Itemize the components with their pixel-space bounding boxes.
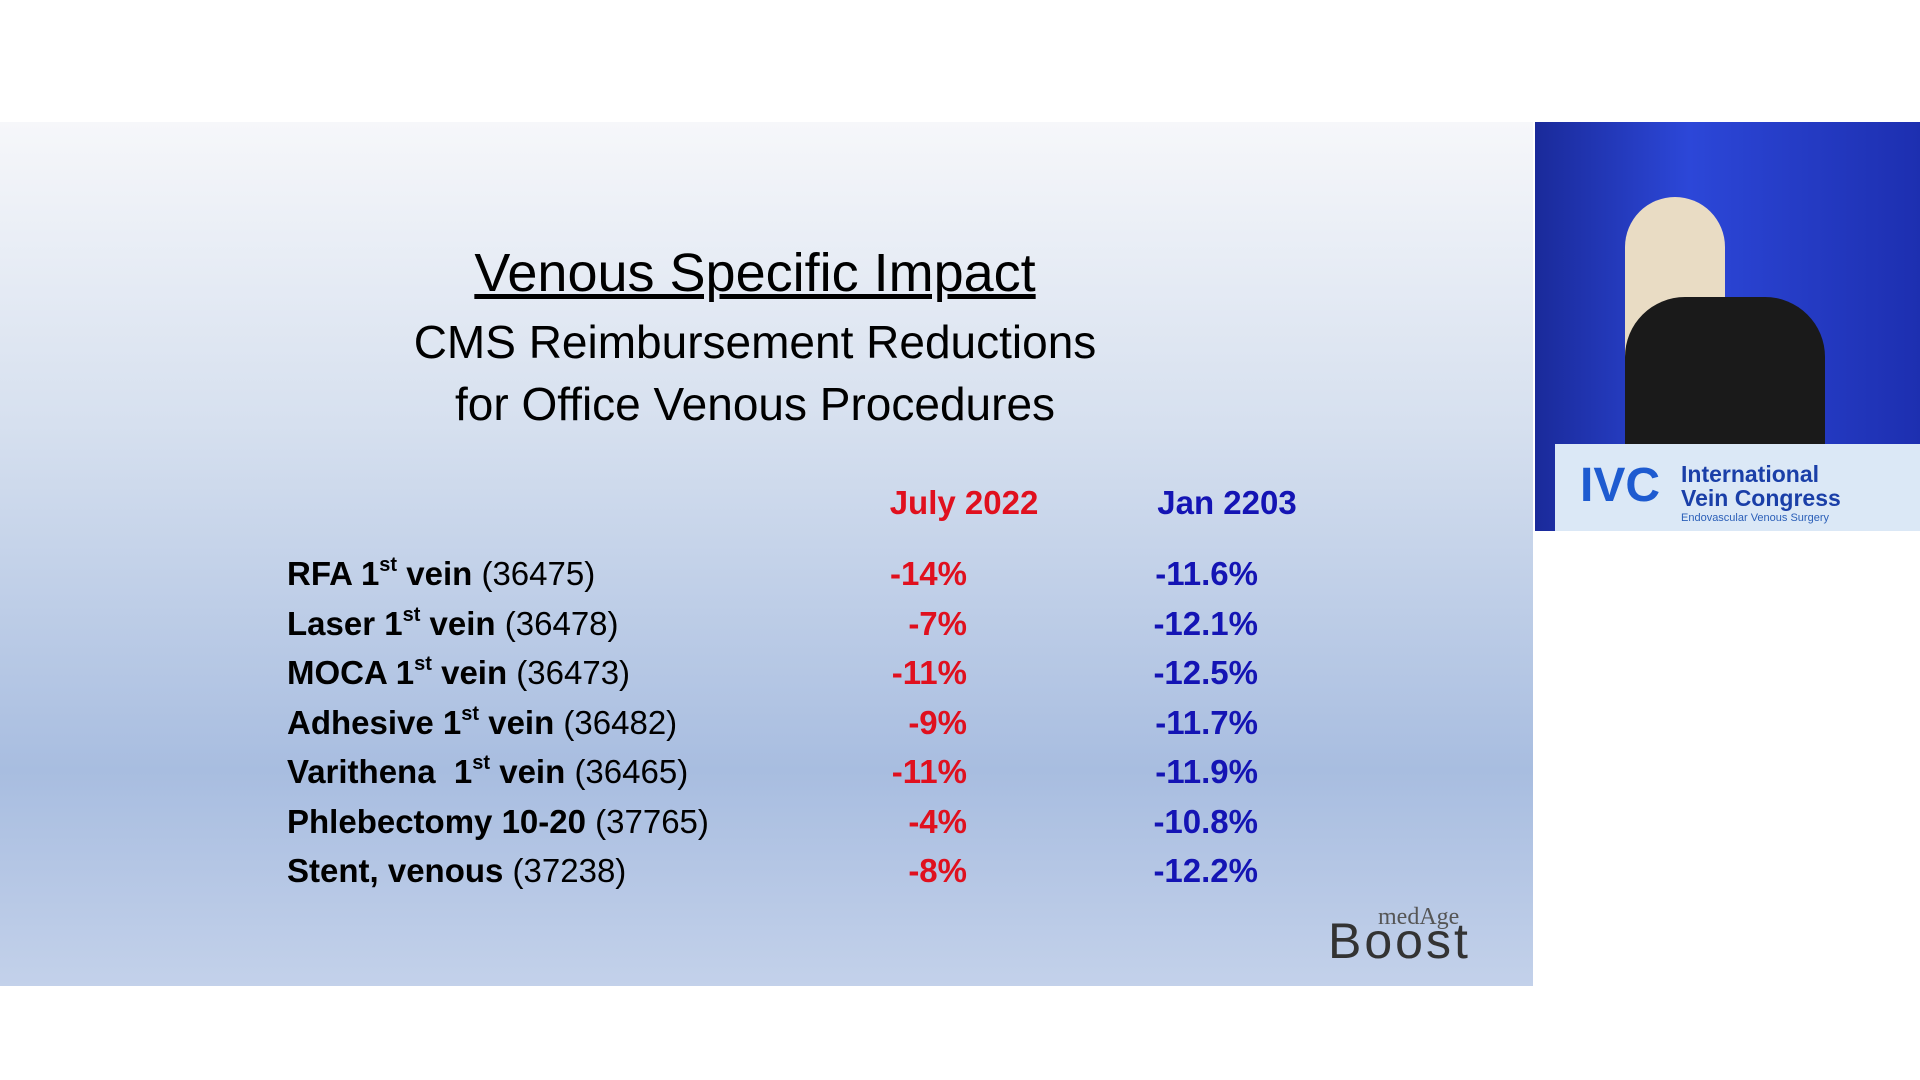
row-value: -11% xyxy=(891,753,967,790)
row-gap xyxy=(496,605,505,642)
row-label: Laser 1st vein (36478) xyxy=(287,605,619,643)
row-name: Adhesive 1 xyxy=(287,703,462,741)
slide: Venous Specific Impact CMS Reimbursement… xyxy=(0,122,1533,986)
row-code: (36475) xyxy=(481,555,596,592)
row-gap xyxy=(503,852,512,889)
logo-big: Boost xyxy=(1328,913,1471,969)
row-value: -9% xyxy=(908,703,967,741)
slide-title: Venous Specific Impact xyxy=(474,243,1036,303)
logo-small: medAge xyxy=(1378,904,1460,930)
podium-tagline: Endovascular Venous Surgery xyxy=(1681,512,1829,524)
row-value: -11.7% xyxy=(1155,703,1258,741)
speaker-video: IVC International Vein Congress Endovasc… xyxy=(1535,122,1920,531)
podium xyxy=(1555,444,1920,531)
row-sup: st xyxy=(402,603,421,626)
ivc-logo: IVC xyxy=(1580,459,1661,512)
row-name: vein xyxy=(490,753,566,790)
row-sup: st xyxy=(414,653,432,675)
row-code: (36465) xyxy=(574,753,689,790)
row-label: Varithena 1st vein (36465) xyxy=(287,753,688,791)
row-gap xyxy=(507,654,516,691)
row-value: -11.6% xyxy=(1155,555,1258,592)
row-name: vein xyxy=(420,604,496,642)
row-value: -4% xyxy=(908,802,967,840)
row-label: MOCA 1st vein (36473) xyxy=(287,654,630,692)
subtitle: CMS Reimbursement Reductions xyxy=(413,316,1097,368)
row-name: Phlebectomy 10-20 xyxy=(287,802,586,840)
row-name: MOCA 1 xyxy=(287,654,415,691)
row-value: -12.1% xyxy=(1153,604,1258,642)
row-value: -12.2% xyxy=(1153,852,1258,889)
column-header: July 2022 xyxy=(889,484,1039,521)
row-sup: st xyxy=(472,752,491,774)
row-sup: st xyxy=(379,554,398,576)
podium-text: Vein Congress xyxy=(1681,485,1841,511)
row-name: vein xyxy=(479,703,555,741)
row-value: -10.8% xyxy=(1153,802,1258,840)
row-name: RFA 1 xyxy=(287,555,380,592)
row-value: -8% xyxy=(908,852,967,889)
row-name: Laser 1 xyxy=(287,604,403,642)
column-header: Jan 2203 xyxy=(1157,484,1297,521)
row-value: -12.5% xyxy=(1153,654,1258,691)
row-label: Phlebectomy 10-20 (37765) xyxy=(287,803,709,841)
row-name: Varithena 1 xyxy=(287,753,473,790)
row-label: RFA 1st vein (36475) xyxy=(287,555,595,593)
row-value: -14% xyxy=(889,555,967,592)
row-value: -11% xyxy=(891,654,967,691)
row-code: (36482) xyxy=(563,703,678,741)
row-code: (37238) xyxy=(512,852,627,889)
row-name: vein xyxy=(431,654,508,691)
row-value: -7% xyxy=(908,604,967,642)
row-label: Adhesive 1st vein (36482) xyxy=(287,704,677,742)
row-sup: st xyxy=(461,702,480,725)
podium-text: International xyxy=(1681,461,1820,487)
row-label: Stent, venous (37238) xyxy=(287,852,626,890)
row-name: Stent, venous xyxy=(287,852,504,889)
row-code: (36478) xyxy=(504,604,619,642)
row-code: (37765) xyxy=(595,802,709,840)
row-name: vein xyxy=(397,555,473,592)
row-code: (36473) xyxy=(516,654,631,691)
subtitle: for Office Venous Procedures xyxy=(454,378,1056,430)
speaker-body xyxy=(1625,297,1825,457)
row-value: -11.9% xyxy=(1155,753,1258,790)
row-gap xyxy=(586,803,595,840)
